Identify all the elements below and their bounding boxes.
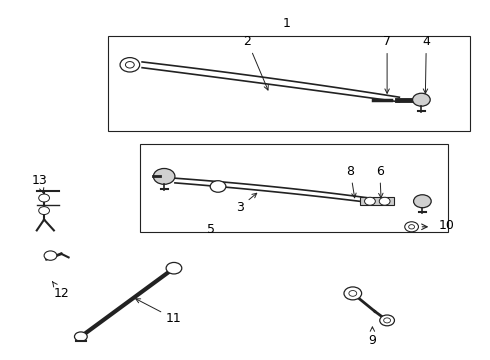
Bar	[140, 144, 448, 232]
Circle shape	[380, 315, 394, 326]
Circle shape	[405, 222, 418, 232]
Circle shape	[166, 262, 182, 274]
Circle shape	[379, 197, 390, 205]
Circle shape	[120, 58, 140, 72]
Text: 6: 6	[376, 165, 384, 198]
Circle shape	[349, 291, 357, 296]
Circle shape	[344, 287, 362, 300]
Circle shape	[74, 332, 87, 341]
Text: 2: 2	[244, 35, 269, 90]
Text: 10: 10	[439, 219, 454, 231]
Circle shape	[44, 251, 57, 260]
Text: 12: 12	[52, 282, 69, 300]
Text: 4: 4	[422, 35, 430, 93]
Circle shape	[210, 181, 226, 192]
Circle shape	[365, 197, 375, 205]
Text: 11: 11	[136, 299, 182, 325]
Text: 1: 1	[283, 17, 291, 30]
Bar	[360, 197, 394, 205]
Circle shape	[409, 225, 415, 229]
Text: 13: 13	[31, 174, 47, 193]
Text: 5: 5	[207, 223, 215, 236]
Circle shape	[39, 207, 49, 215]
Circle shape	[153, 168, 175, 184]
Circle shape	[384, 318, 391, 323]
Circle shape	[125, 62, 134, 68]
Circle shape	[413, 93, 430, 106]
Text: 7: 7	[383, 35, 391, 93]
Text: 8: 8	[346, 165, 356, 198]
Text: 9: 9	[368, 327, 376, 347]
Circle shape	[39, 194, 49, 202]
Circle shape	[414, 195, 431, 208]
Text: 3: 3	[236, 193, 257, 213]
Bar	[108, 36, 470, 131]
